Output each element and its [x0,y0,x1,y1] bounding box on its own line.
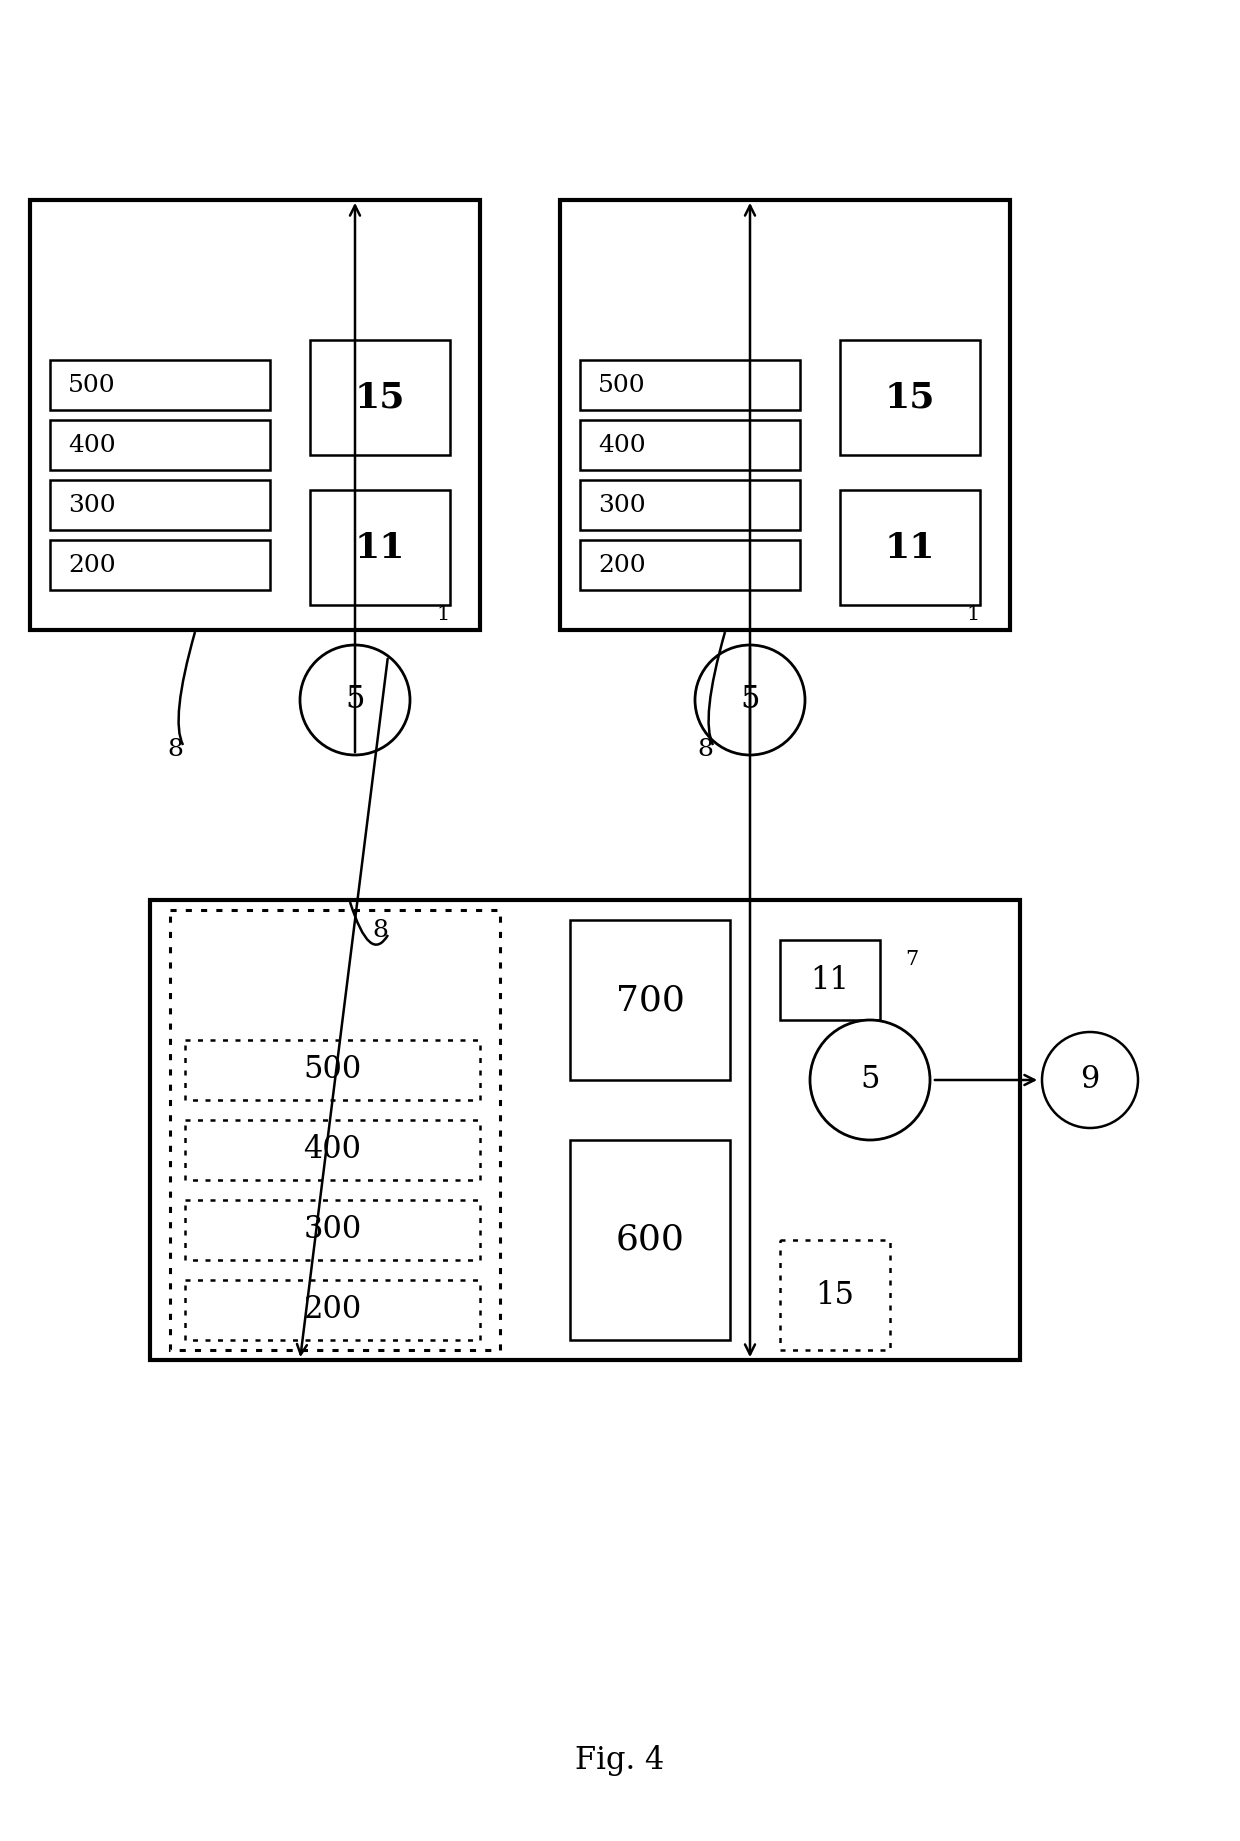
Text: 5: 5 [345,685,365,716]
Bar [580,420,800,469]
Bar [839,490,980,606]
Bar [839,341,980,455]
Bar [185,1279,480,1340]
Text: 11: 11 [885,530,935,565]
Text: 8: 8 [372,919,388,941]
Text: 1: 1 [436,606,450,624]
Circle shape [300,644,410,755]
Bar [185,1119,480,1180]
Text: 300: 300 [598,493,646,517]
Bar [185,1040,480,1101]
Bar [170,909,500,1349]
Text: 8: 8 [697,738,713,762]
Circle shape [810,1020,930,1140]
Circle shape [694,644,805,755]
Text: 200: 200 [68,554,115,576]
Text: 500: 500 [68,374,115,396]
Text: 5: 5 [740,685,760,716]
Bar [310,490,450,606]
Text: 700: 700 [615,983,684,1016]
Text: 200: 200 [598,554,646,576]
Text: 5: 5 [861,1064,879,1095]
Bar [50,481,270,530]
Bar [780,941,880,1020]
Text: 200: 200 [304,1294,362,1326]
Text: 15: 15 [885,381,935,414]
Bar [580,481,800,530]
Text: 600: 600 [615,1222,684,1257]
Text: 15: 15 [816,1279,854,1311]
Text: 500: 500 [304,1055,362,1086]
Text: 300: 300 [304,1215,362,1246]
Bar [560,201,1011,630]
Bar [50,361,270,411]
Bar [580,361,800,411]
Text: 400: 400 [304,1134,362,1165]
Circle shape [1042,1033,1138,1129]
Text: 400: 400 [68,433,115,457]
Text: 300: 300 [68,493,115,517]
Bar [30,201,480,630]
Bar [570,920,730,1081]
Bar [310,341,450,455]
Text: Fig. 4: Fig. 4 [575,1745,665,1777]
Text: 500: 500 [598,374,646,396]
Bar [50,539,270,589]
Bar [150,900,1021,1360]
Bar [780,1241,890,1349]
Text: 15: 15 [355,381,405,414]
Bar [570,1140,730,1340]
Text: 9: 9 [1080,1064,1100,1095]
Bar [50,420,270,469]
Text: 7: 7 [905,950,919,968]
Text: 1: 1 [967,606,980,624]
Text: 11: 11 [811,965,849,996]
Text: 11: 11 [355,530,405,565]
Bar [580,539,800,589]
Bar [185,1200,480,1259]
Text: 400: 400 [598,433,646,457]
Text: 8: 8 [167,738,184,762]
